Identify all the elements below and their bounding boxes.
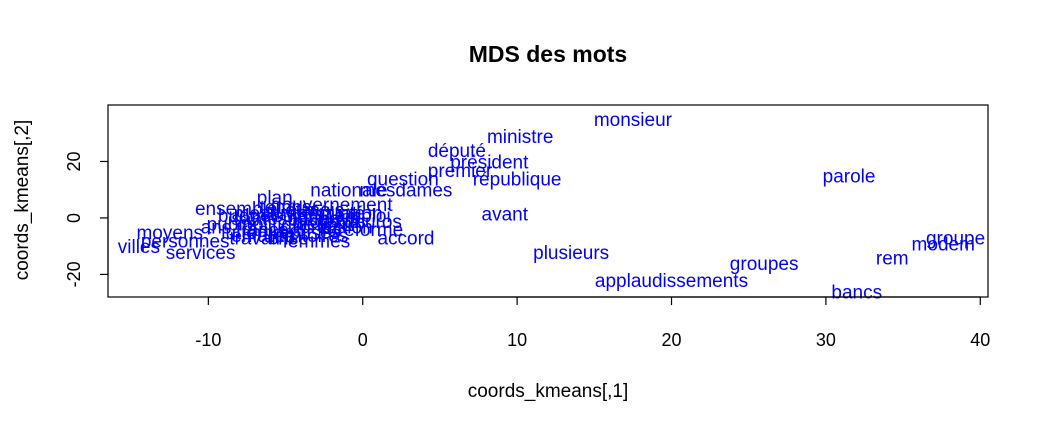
point-label: projet [293,212,341,233]
point-label: personnes [141,232,230,253]
point-label: groupes [730,254,799,275]
x-tick-label: 0 [358,330,368,350]
y-axis: -20 0 20 [64,151,109,287]
point-label: question [367,169,439,190]
point-label: avant [482,205,529,226]
point-label: loi [322,220,341,241]
point-label: ensemble [195,199,277,220]
point-label: moyens [136,223,203,244]
point-label: enfants [231,226,293,247]
point-label: pays [320,209,360,230]
point-label: services [166,243,236,264]
point-label: mois [304,200,344,221]
point-label: emploi [335,206,391,227]
point-label: groupe [926,229,985,250]
point-label: territoires [269,226,348,247]
point-label: applaudissements [595,271,748,292]
point-label: santé [231,209,277,230]
point-label: sécurité [299,203,366,224]
point-label: femmes [283,232,351,253]
y-tick-label: -20 [64,261,84,287]
point-label: gouvernement [271,195,393,216]
point-label: réforme [338,220,403,241]
point-label: action [322,217,373,238]
point-label: budget [218,206,277,227]
x-tick-label: 30 [816,330,836,350]
y-tick-label: 0 [64,213,84,223]
point-label: cadre [280,217,328,238]
point-label: soutien [278,209,339,230]
plot-area: monsieurministredéputéprésidentpremierré… [107,104,989,303]
point-label: député [428,141,486,162]
x-tick-label: -10 [195,330,221,350]
y-tick-label: 20 [64,151,84,171]
point-label: ans [201,217,232,238]
point-label: public [207,215,257,236]
y-axis-label: coords_kmeans[,2] [12,120,33,281]
point-label: nationale [310,181,387,202]
point-label: rem [876,248,909,269]
point-label: crise [269,229,309,250]
point-label: texte [319,212,360,233]
point-label: président [450,152,529,173]
point-label: mesdames [360,181,453,202]
point-label: plusieurs [533,243,609,264]
point-label: besoin [296,215,352,236]
point-label: politique [242,215,313,236]
point-label: mesures [234,203,307,224]
point-label: premier [428,161,493,182]
point-label: situation [312,203,383,224]
point-label: bancs [831,282,882,303]
point-label: ministre [487,127,554,148]
point-label: accord [377,229,434,250]
point-label: lutte [221,223,257,244]
point-label: parole [823,167,876,188]
chart-title: MDS des mots [469,41,627,67]
point-label: modem [912,234,975,255]
x-tick-label: 10 [507,330,527,350]
x-axis-label: coords_kmeans[,1] [468,381,629,402]
x-tick-label: 20 [661,330,681,350]
point-label: travail [229,229,280,250]
point-label: république [473,169,562,190]
points-layer: monsieurministredéputéprésidentpremierré… [118,110,985,303]
point-label: état [285,200,317,221]
point-label: euros [354,212,402,233]
x-axis: -10 0 10 20 30 40 [195,296,990,350]
point-label: monsieur [594,110,673,131]
point-label: villes [118,237,160,258]
point-label: france [236,220,289,241]
point-label: sujet [273,206,314,227]
point-label: entreprises [246,223,340,244]
x-tick-label: 40 [970,330,990,350]
point-label: plan [257,188,293,209]
point-label: temps [260,198,312,219]
